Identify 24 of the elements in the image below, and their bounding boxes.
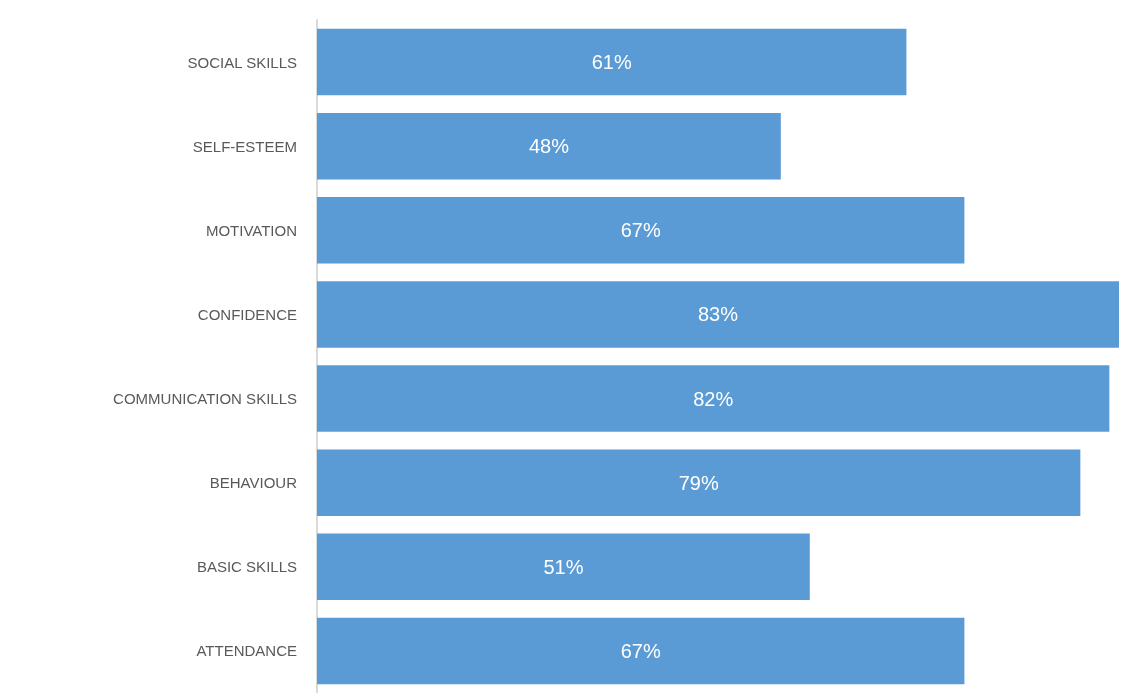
data-label: 51%: [543, 555, 584, 578]
y-tick-label: SELF-ESTEEM: [192, 137, 297, 155]
data-label: 67%: [620, 639, 661, 662]
bar: [317, 28, 907, 96]
bar: [317, 617, 965, 685]
data-label: 83%: [697, 303, 739, 326]
y-tick-label: SOCIAL SKILLS: [187, 53, 297, 71]
data-label: 48%: [528, 135, 570, 158]
y-tick-label: CONFIDENCE: [197, 305, 297, 323]
y-tick-label: MOTIVATION: [205, 221, 297, 239]
bar: [317, 197, 965, 264]
bar: [317, 365, 1110, 432]
bar: [317, 449, 1081, 516]
y-tick-label: COMMUNICATION SKILLS: [113, 390, 297, 408]
bar: [317, 281, 1119, 348]
bar: [317, 112, 781, 180]
bar: [317, 533, 810, 601]
y-tick-label: BASIC SKILLS: [196, 558, 297, 576]
data-label: 61%: [591, 51, 632, 74]
y-tick-label: BEHAVIOUR: [209, 474, 298, 492]
data-label: 79%: [678, 471, 719, 494]
data-label: 82%: [693, 387, 734, 410]
data-label: 67%: [620, 219, 661, 242]
y-tick-label: ATTENDANCE: [196, 642, 297, 660]
